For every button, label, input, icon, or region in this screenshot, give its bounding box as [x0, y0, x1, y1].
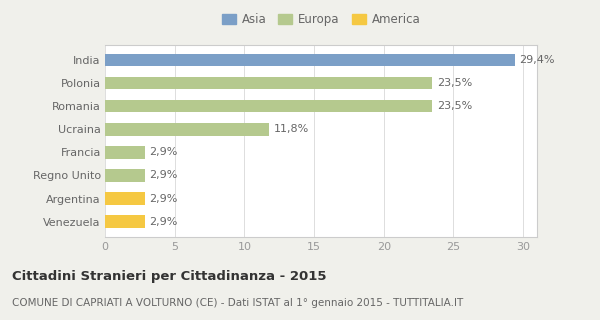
Bar — [105, 146, 145, 159]
Text: Cittadini Stranieri per Cittadinanza - 2015: Cittadini Stranieri per Cittadinanza - 2… — [12, 270, 326, 284]
Bar — [105, 215, 145, 228]
Text: COMUNE DI CAPRIATI A VOLTURNO (CE) - Dati ISTAT al 1° gennaio 2015 - TUTTITALIA.: COMUNE DI CAPRIATI A VOLTURNO (CE) - Dat… — [12, 298, 463, 308]
Text: 2,9%: 2,9% — [149, 194, 178, 204]
Text: 2,9%: 2,9% — [149, 217, 178, 227]
Legend: Asia, Europa, America: Asia, Europa, America — [217, 8, 425, 31]
Text: 2,9%: 2,9% — [149, 147, 178, 157]
Text: 2,9%: 2,9% — [149, 171, 178, 180]
Bar — [105, 169, 145, 182]
Bar — [105, 53, 515, 66]
Bar — [105, 123, 269, 136]
Bar — [105, 77, 433, 89]
Text: 29,4%: 29,4% — [519, 55, 554, 65]
Text: 11,8%: 11,8% — [274, 124, 309, 134]
Bar — [105, 192, 145, 205]
Text: 23,5%: 23,5% — [437, 78, 472, 88]
Text: 23,5%: 23,5% — [437, 101, 472, 111]
Bar — [105, 100, 433, 112]
